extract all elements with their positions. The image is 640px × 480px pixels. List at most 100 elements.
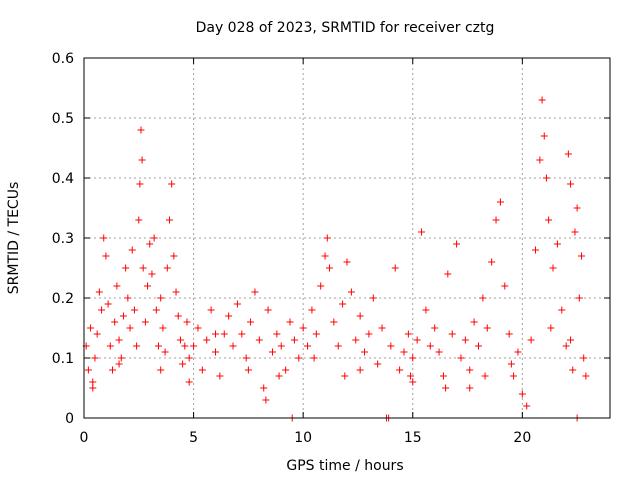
data-point xyxy=(308,306,316,314)
data-point xyxy=(567,336,575,344)
data-point xyxy=(102,252,110,260)
data-point xyxy=(181,342,189,350)
data-point xyxy=(212,348,219,356)
data-point xyxy=(310,354,318,362)
data-point xyxy=(481,372,489,380)
data-point xyxy=(225,312,233,320)
data-point xyxy=(374,360,382,368)
data-point xyxy=(106,342,114,350)
x-axis-tick-labels: 0 5 10 15 20 xyxy=(80,430,532,446)
data-point xyxy=(157,294,165,302)
data-point xyxy=(352,336,360,344)
data-point xyxy=(540,132,548,140)
data-point xyxy=(262,396,270,404)
data-point xyxy=(122,264,130,272)
data-point xyxy=(130,306,138,314)
data-point xyxy=(413,336,421,344)
data-point xyxy=(325,264,333,272)
data-point xyxy=(124,294,132,302)
data-point xyxy=(361,348,369,356)
data-point xyxy=(580,354,588,362)
data-point xyxy=(133,342,141,350)
data-point xyxy=(542,174,550,182)
data-point xyxy=(571,228,579,236)
data-point xyxy=(148,270,156,278)
y-tick-label: 0.5 xyxy=(52,111,74,127)
data-point xyxy=(470,318,478,326)
data-point xyxy=(501,282,509,290)
y-axis-tick-labels: 0 0.1 0.2 0.3 0.4 0.5 0.6 xyxy=(52,51,74,427)
data-point xyxy=(538,96,546,104)
data-point xyxy=(341,372,349,380)
data-point xyxy=(115,336,123,344)
data-point xyxy=(144,282,152,290)
data-point xyxy=(518,390,526,398)
y-tick-label: 0.1 xyxy=(52,351,74,367)
y-tick-label: 0.4 xyxy=(52,171,74,187)
data-point xyxy=(244,366,252,374)
data-point xyxy=(365,330,373,338)
data-point xyxy=(466,366,474,374)
data-point xyxy=(183,318,191,326)
data-point xyxy=(483,324,491,332)
data-point xyxy=(448,330,456,338)
data-point xyxy=(387,342,395,350)
data-point xyxy=(95,288,103,296)
data-point xyxy=(93,330,101,338)
data-point xyxy=(168,180,176,188)
data-point xyxy=(87,324,95,332)
data-point xyxy=(152,306,160,314)
data-point xyxy=(198,366,206,374)
data-point xyxy=(268,348,276,356)
data-point xyxy=(505,330,513,338)
y-tick-label: 0.3 xyxy=(52,231,74,247)
data-point xyxy=(216,372,224,380)
data-point xyxy=(260,384,268,392)
data-point xyxy=(492,216,500,224)
data-point xyxy=(179,360,187,368)
data-point xyxy=(347,288,355,296)
chart-title: Day 028 of 2023, SRMTID for receiver czt… xyxy=(196,20,495,36)
data-point xyxy=(176,336,184,344)
data-point xyxy=(220,330,228,338)
data-point xyxy=(547,324,555,332)
data-point xyxy=(172,288,180,296)
data-point xyxy=(435,348,443,356)
data-point xyxy=(161,348,169,356)
data-point xyxy=(286,318,294,326)
data-point xyxy=(396,366,404,374)
data-point xyxy=(242,354,250,362)
data-point xyxy=(115,360,123,368)
data-points xyxy=(82,96,590,422)
data-point xyxy=(89,384,97,392)
data-point xyxy=(442,384,450,392)
data-point xyxy=(174,312,182,320)
data-point xyxy=(343,258,351,266)
data-point xyxy=(136,180,144,188)
y-tick-label: 0.2 xyxy=(52,291,74,307)
data-point xyxy=(84,366,92,374)
data-point xyxy=(104,300,112,308)
data-point xyxy=(400,348,408,356)
data-point xyxy=(207,306,215,314)
data-point xyxy=(275,372,283,380)
data-point xyxy=(536,156,544,164)
data-point xyxy=(496,198,504,206)
data-point xyxy=(119,312,127,320)
data-point xyxy=(155,342,163,350)
data-point xyxy=(247,318,255,326)
data-point xyxy=(137,126,145,134)
data-point xyxy=(479,294,487,302)
data-point xyxy=(444,270,452,278)
data-point xyxy=(128,246,136,254)
data-point xyxy=(317,282,325,290)
data-point xyxy=(113,282,121,290)
data-point xyxy=(194,324,202,332)
data-point xyxy=(422,306,430,314)
data-point xyxy=(391,264,399,272)
data-point xyxy=(277,342,285,350)
data-point xyxy=(282,366,290,374)
axis-ticks xyxy=(83,57,610,419)
data-point xyxy=(135,216,143,224)
